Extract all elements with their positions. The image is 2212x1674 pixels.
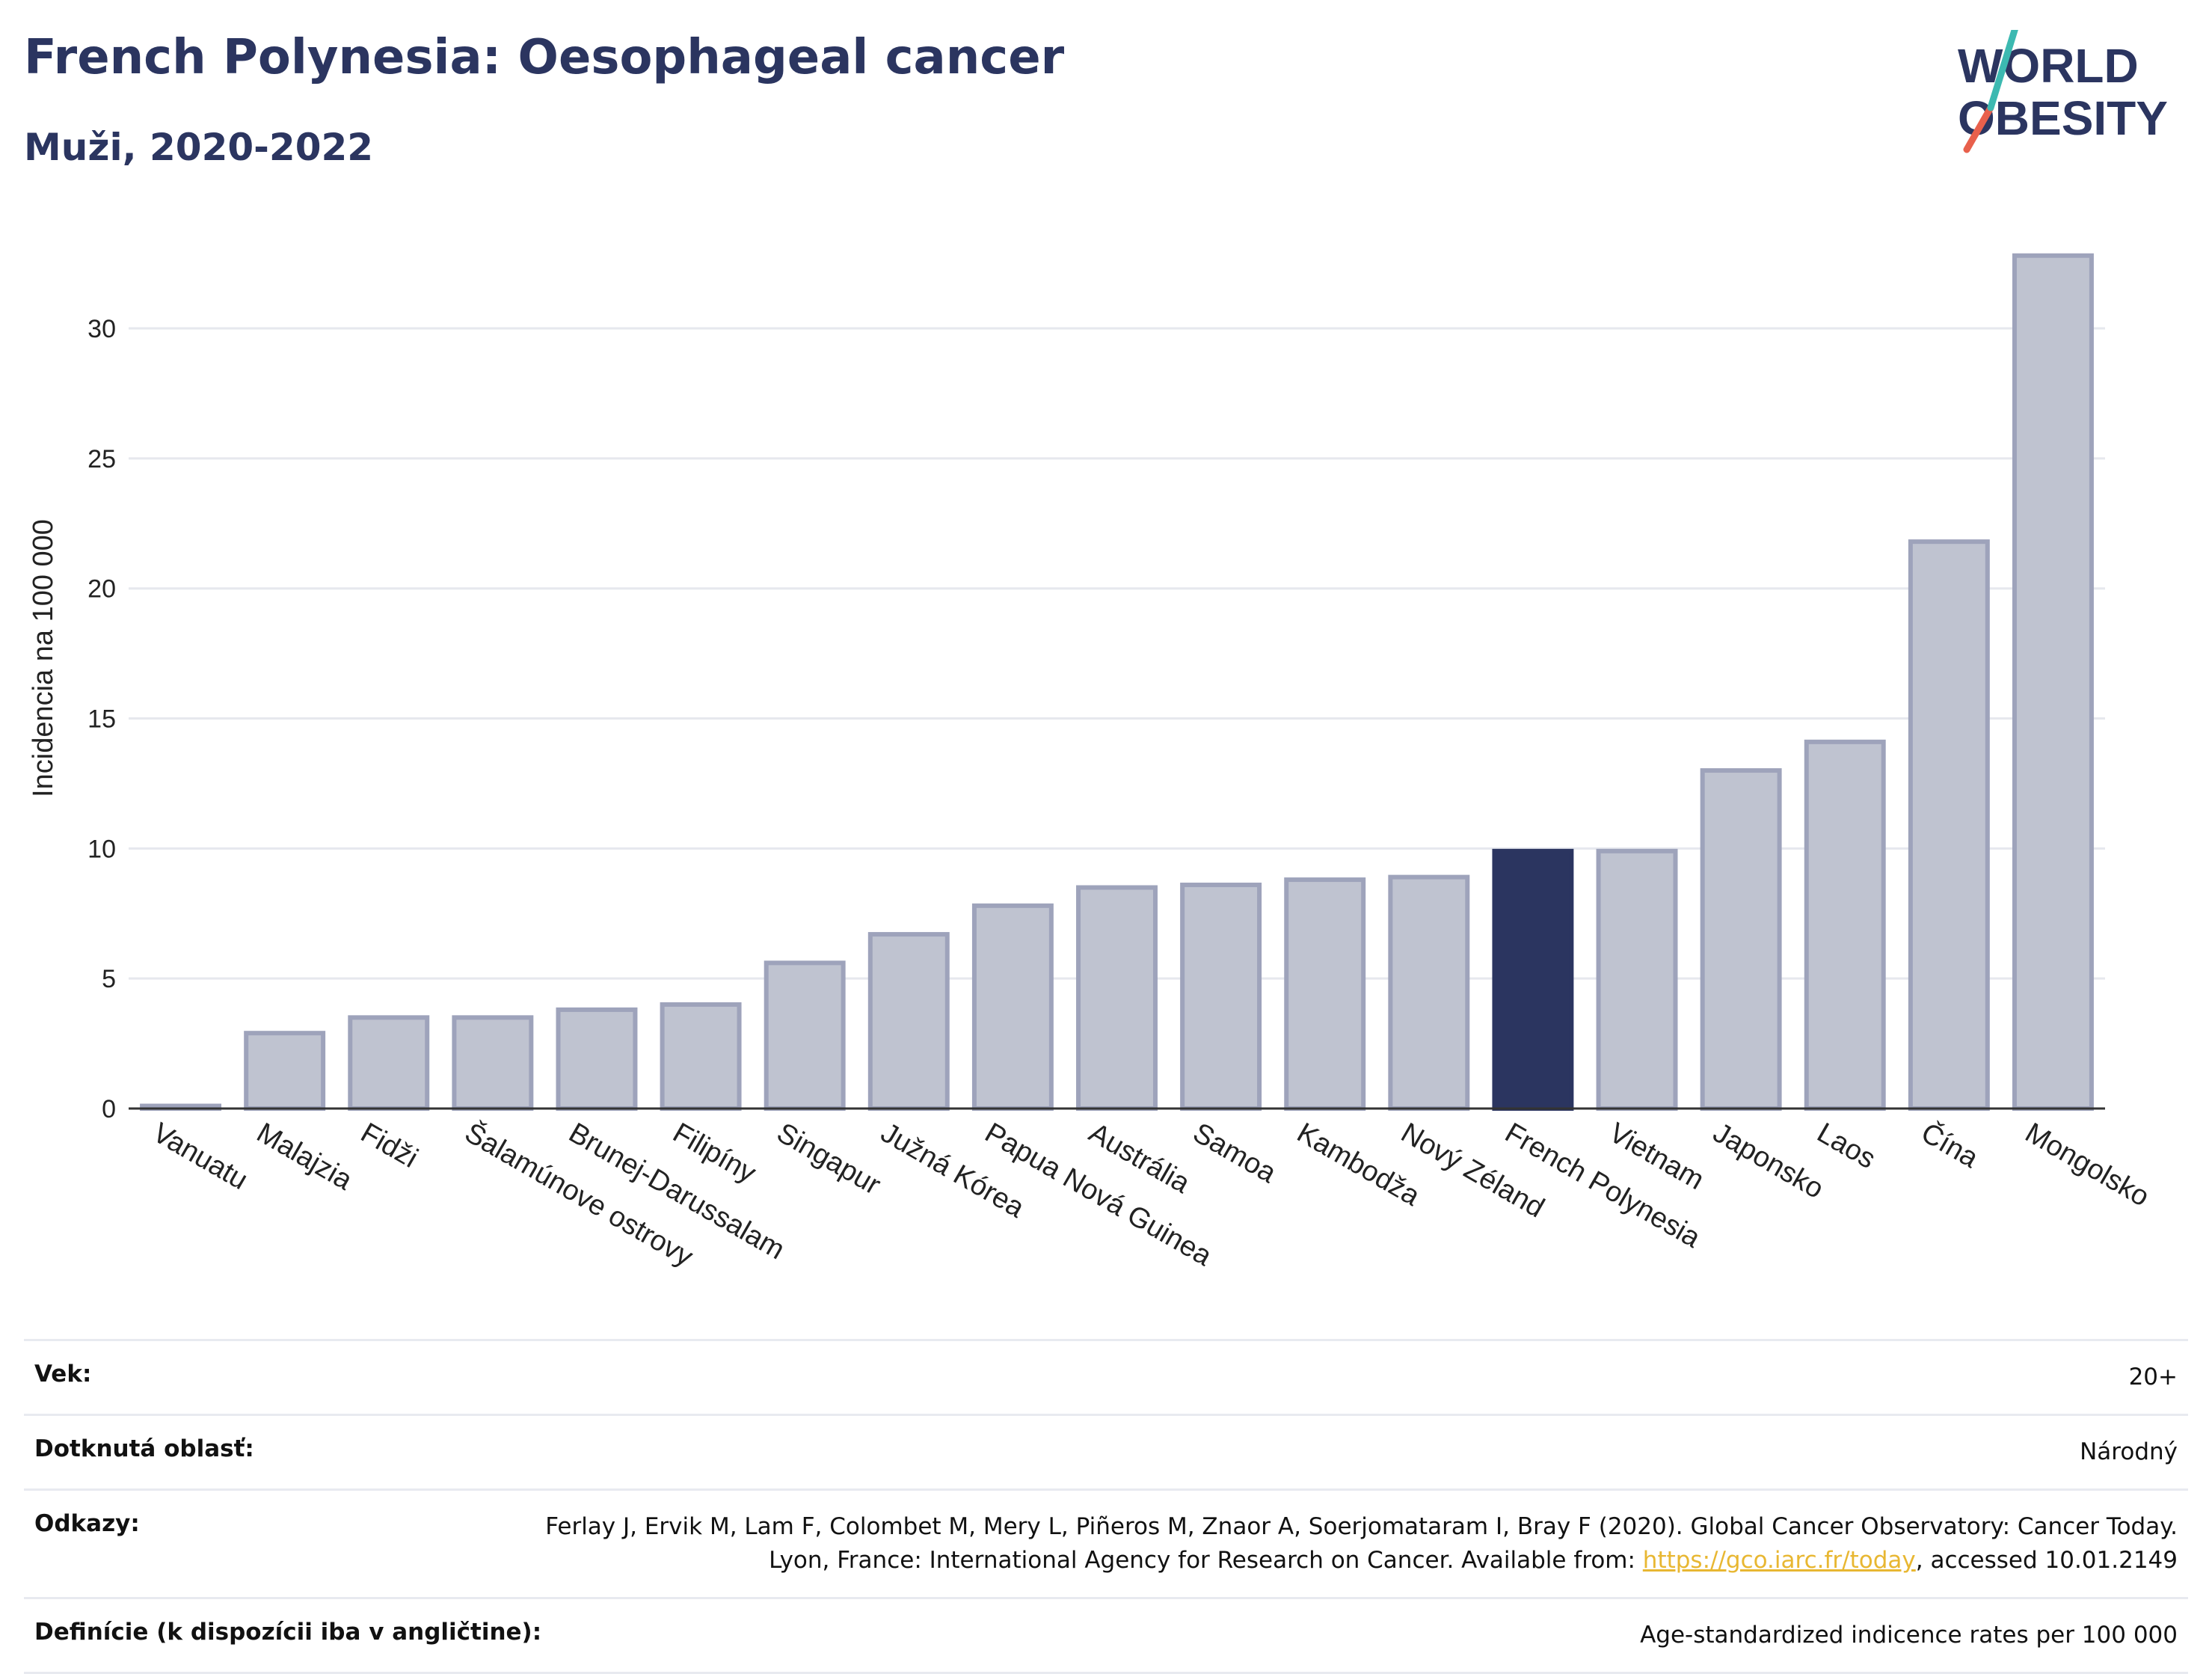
y-tick-label: 15 <box>87 705 116 734</box>
bar <box>867 932 950 1111</box>
x-tick-label: Laos <box>1812 1117 1881 1175</box>
x-tick-label: Malajzia <box>251 1117 357 1196</box>
bar <box>244 1031 326 1112</box>
bar <box>1908 539 1990 1111</box>
bar-highlighted <box>1492 848 1574 1112</box>
meta-label: Dotknutá oblasť: <box>34 1435 254 1462</box>
metadata-table: Vek: 20+ Dotknutá oblasť: Národný Odkazy… <box>24 1339 2188 1674</box>
bar <box>1388 874 1470 1111</box>
page-title: French Polynesia: Oesophageal cancer <box>24 30 1065 85</box>
y-axis-ticks: 0 5 10 15 20 25 30 <box>87 315 116 1123</box>
meta-label: Vek: <box>34 1361 92 1388</box>
meta-row-age: Vek: 20+ <box>24 1339 2188 1414</box>
x-tick-label: Japonsko <box>1708 1117 1829 1205</box>
page-subtitle: Muži, 2020-2022 <box>24 126 374 169</box>
bar <box>348 1015 430 1111</box>
bar <box>971 903 1054 1112</box>
bar <box>1180 883 1262 1112</box>
x-tick-label: Mongolsko <box>2020 1117 2154 1212</box>
x-tick-label: Singapur <box>772 1117 886 1201</box>
world-obesity-logo: WORLD OBESITY <box>1958 30 2168 153</box>
bar <box>764 960 846 1111</box>
x-tick-label: Samoa <box>1188 1117 1282 1189</box>
bar <box>2012 253 2094 1111</box>
y-tick-label: 30 <box>87 315 116 343</box>
reference-text: Ferlay J, Ervik M, Lam F, Colombet M, Me… <box>545 1512 2178 1574</box>
y-tick-label: 5 <box>102 965 116 993</box>
bar <box>452 1015 534 1111</box>
x-tick-label: Fidži <box>355 1117 423 1174</box>
bar <box>1700 768 1782 1111</box>
bar <box>660 1002 742 1111</box>
bar <box>1076 885 1158 1111</box>
y-tick-label: 25 <box>87 445 116 473</box>
meta-label: Odkazy: <box>34 1509 140 1537</box>
y-tick-label: 20 <box>87 575 116 604</box>
x-tick-label: Čína <box>1916 1116 1985 1175</box>
meta-row-references: Odkazy: Ferlay J, Ervik M, Lam F, Colomb… <box>24 1488 2188 1597</box>
meta-value: Ferlay J, Ervik M, Lam F, Colombet M, Me… <box>532 1510 2178 1578</box>
reference-accessed: , accessed 10.01.2149 <box>1915 1546 2178 1574</box>
meta-row-area: Dotknutá oblasť: Národný <box>24 1413 2188 1488</box>
meta-value: 20+ <box>2128 1364 2178 1391</box>
meta-value: Age-standardized indicence rates per 100… <box>1640 1621 2178 1649</box>
svg-text:WORLD: WORLD <box>1958 39 2139 93</box>
y-axis-label: Incidencia na 100 000 <box>28 519 59 797</box>
bar <box>1284 877 1366 1111</box>
meta-label: Definície (k dispozícii iba v angličtine… <box>34 1618 542 1646</box>
x-tick-label: Vanuatu <box>147 1117 253 1196</box>
meta-row-definitions: Definície (k dispozícii iba v angličtine… <box>24 1596 2188 1674</box>
y-tick-label: 10 <box>87 835 116 863</box>
bar <box>1596 848 1678 1112</box>
bar <box>556 1007 638 1112</box>
bar <box>1804 739 1886 1111</box>
reference-link[interactable]: https://gco.iarc.fr/today <box>1642 1546 1916 1574</box>
y-tick-label: 0 <box>102 1095 116 1123</box>
meta-value: Národný <box>2080 1438 2178 1465</box>
bars <box>140 253 2094 1112</box>
